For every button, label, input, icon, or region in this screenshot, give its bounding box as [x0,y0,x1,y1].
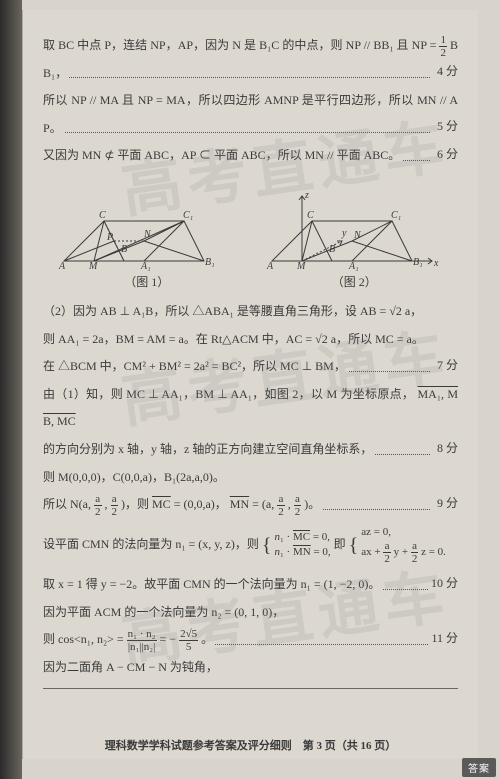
svg-text:C₁: C₁ [391,210,401,221]
line-6: 在 △BCM 中，CM² + BM² = 2a² = BC²，所以 MC ⊥ B… [43,353,458,381]
svg-text:A₁: A₁ [348,261,359,271]
svg-text:z: z [304,190,309,201]
svg-text:x: x [433,258,439,269]
score-4: 4 分 [435,58,458,86]
score-6: 6 分 [435,141,458,169]
figure-1-svg: A B C A₁ B₁ C₁ M N P [49,176,239,271]
line-14: 则 cos<n₁, n₂> = n₁ · n₂ |n₁||n₂| = − 2√5… [43,626,458,654]
figures: A B C A₁ B₁ C₁ M N P [43,176,458,271]
score-9: 9 分 [435,490,458,518]
svg-text:y: y [341,228,347,239]
line-8: 的方向分别为 x 轴，y 轴，z 轴的正方向建立空间直角坐标系， 8 分 [43,436,458,464]
score-11: 11 分 [429,625,458,653]
line-7: 由（1）知，则 MC ⊥ AA₁，BM ⊥ AA₁，如图 2，以 M 为坐标原点… [43,381,458,436]
line-12: 取 x = 1 得 y = −2。故平面 CMN 的一个法向量为 n₁ = (1… [43,571,458,599]
page-footer: 理科数学学科试题参考答案及评分细则 第 3 页（共 16 页） [23,737,478,753]
line-2: 所以 NP // MA 且 NP = MA，所以四边形 AMNP 是平行四边形，… [43,87,458,142]
line-1: 取 BC 中点 P，连结 NP，AP，因为 N 是 B₁C 的中点，则 NP /… [43,32,458,87]
scan-shadow-left [0,0,22,779]
svg-text:M: M [296,261,306,271]
score-10: 10 分 [429,570,458,598]
svg-text:P: P [106,232,113,243]
line-10: 所以 N(a, a2 , a2 )，则 MC = (0,0,a)， MN = (… [43,491,458,519]
line-11: 设平面 CMN 的法向量为 n₁ = (x, y, z)，则 { n₁ · MC… [43,525,458,566]
svg-text:C: C [99,210,106,221]
cap2: （图 2） [332,273,377,290]
cap1: （图 1） [124,273,169,290]
figure-captions: （图 1） （图 2） [43,273,458,290]
svg-text:B: B [121,244,127,255]
line-13: 因为平面 ACM 的一个法向量为 n₂ = (0, 1, 0)， [43,599,458,627]
svg-text:B₁: B₁ [205,257,215,268]
svg-text:C: C [307,210,314,221]
svg-text:B: B [329,244,335,255]
svg-text:A: A [266,261,274,271]
svg-text:A₁: A₁ [140,261,151,271]
svg-text:A: A [58,261,66,271]
figure-2-svg: A B C A₁ B₁ C₁ M N x y z [252,176,452,271]
svg-text:M: M [88,261,98,271]
answer-page: 取 BC 中点 P，连结 NP，AP，因为 N 是 B₁C 的中点，则 NP /… [22,10,478,759]
corner-watermark: 答案 [462,758,496,777]
svg-text:N: N [353,230,362,241]
frac-half: 1 2 [439,34,447,59]
footer-rule [43,688,458,689]
score-8: 8 分 [435,435,458,463]
t: 取 BC 中点 P，连结 NP，AP，因为 N 是 B₁C 的中点，则 NP /… [43,38,439,52]
line-9: 则 M(0,0,0)，C(0,0,a)，B₁(2a,a,0)。 [43,464,458,492]
svg-text:C₁: C₁ [183,210,193,221]
svg-text:B₁: B₁ [413,257,423,268]
line-15: 因为二面角 A − CM − N 为钝角， [43,654,458,682]
line-4: （2）因为 AB ⊥ A₁B，所以 △ABA₁ 是等腰直角三角形，设 AB = … [43,298,458,326]
score-7: 7 分 [435,352,458,380]
line-3: 又因为 MN ⊄ 平面 ABC，AP ⊂ 平面 ABC，所以 MN // 平面 … [43,142,458,170]
line-5: 则 AA₁ = 2a，BM = AM = a。在 Rt△ACM 中，AC = √… [43,326,458,354]
score-5: 5 分 [435,113,458,141]
svg-text:N: N [143,229,152,240]
